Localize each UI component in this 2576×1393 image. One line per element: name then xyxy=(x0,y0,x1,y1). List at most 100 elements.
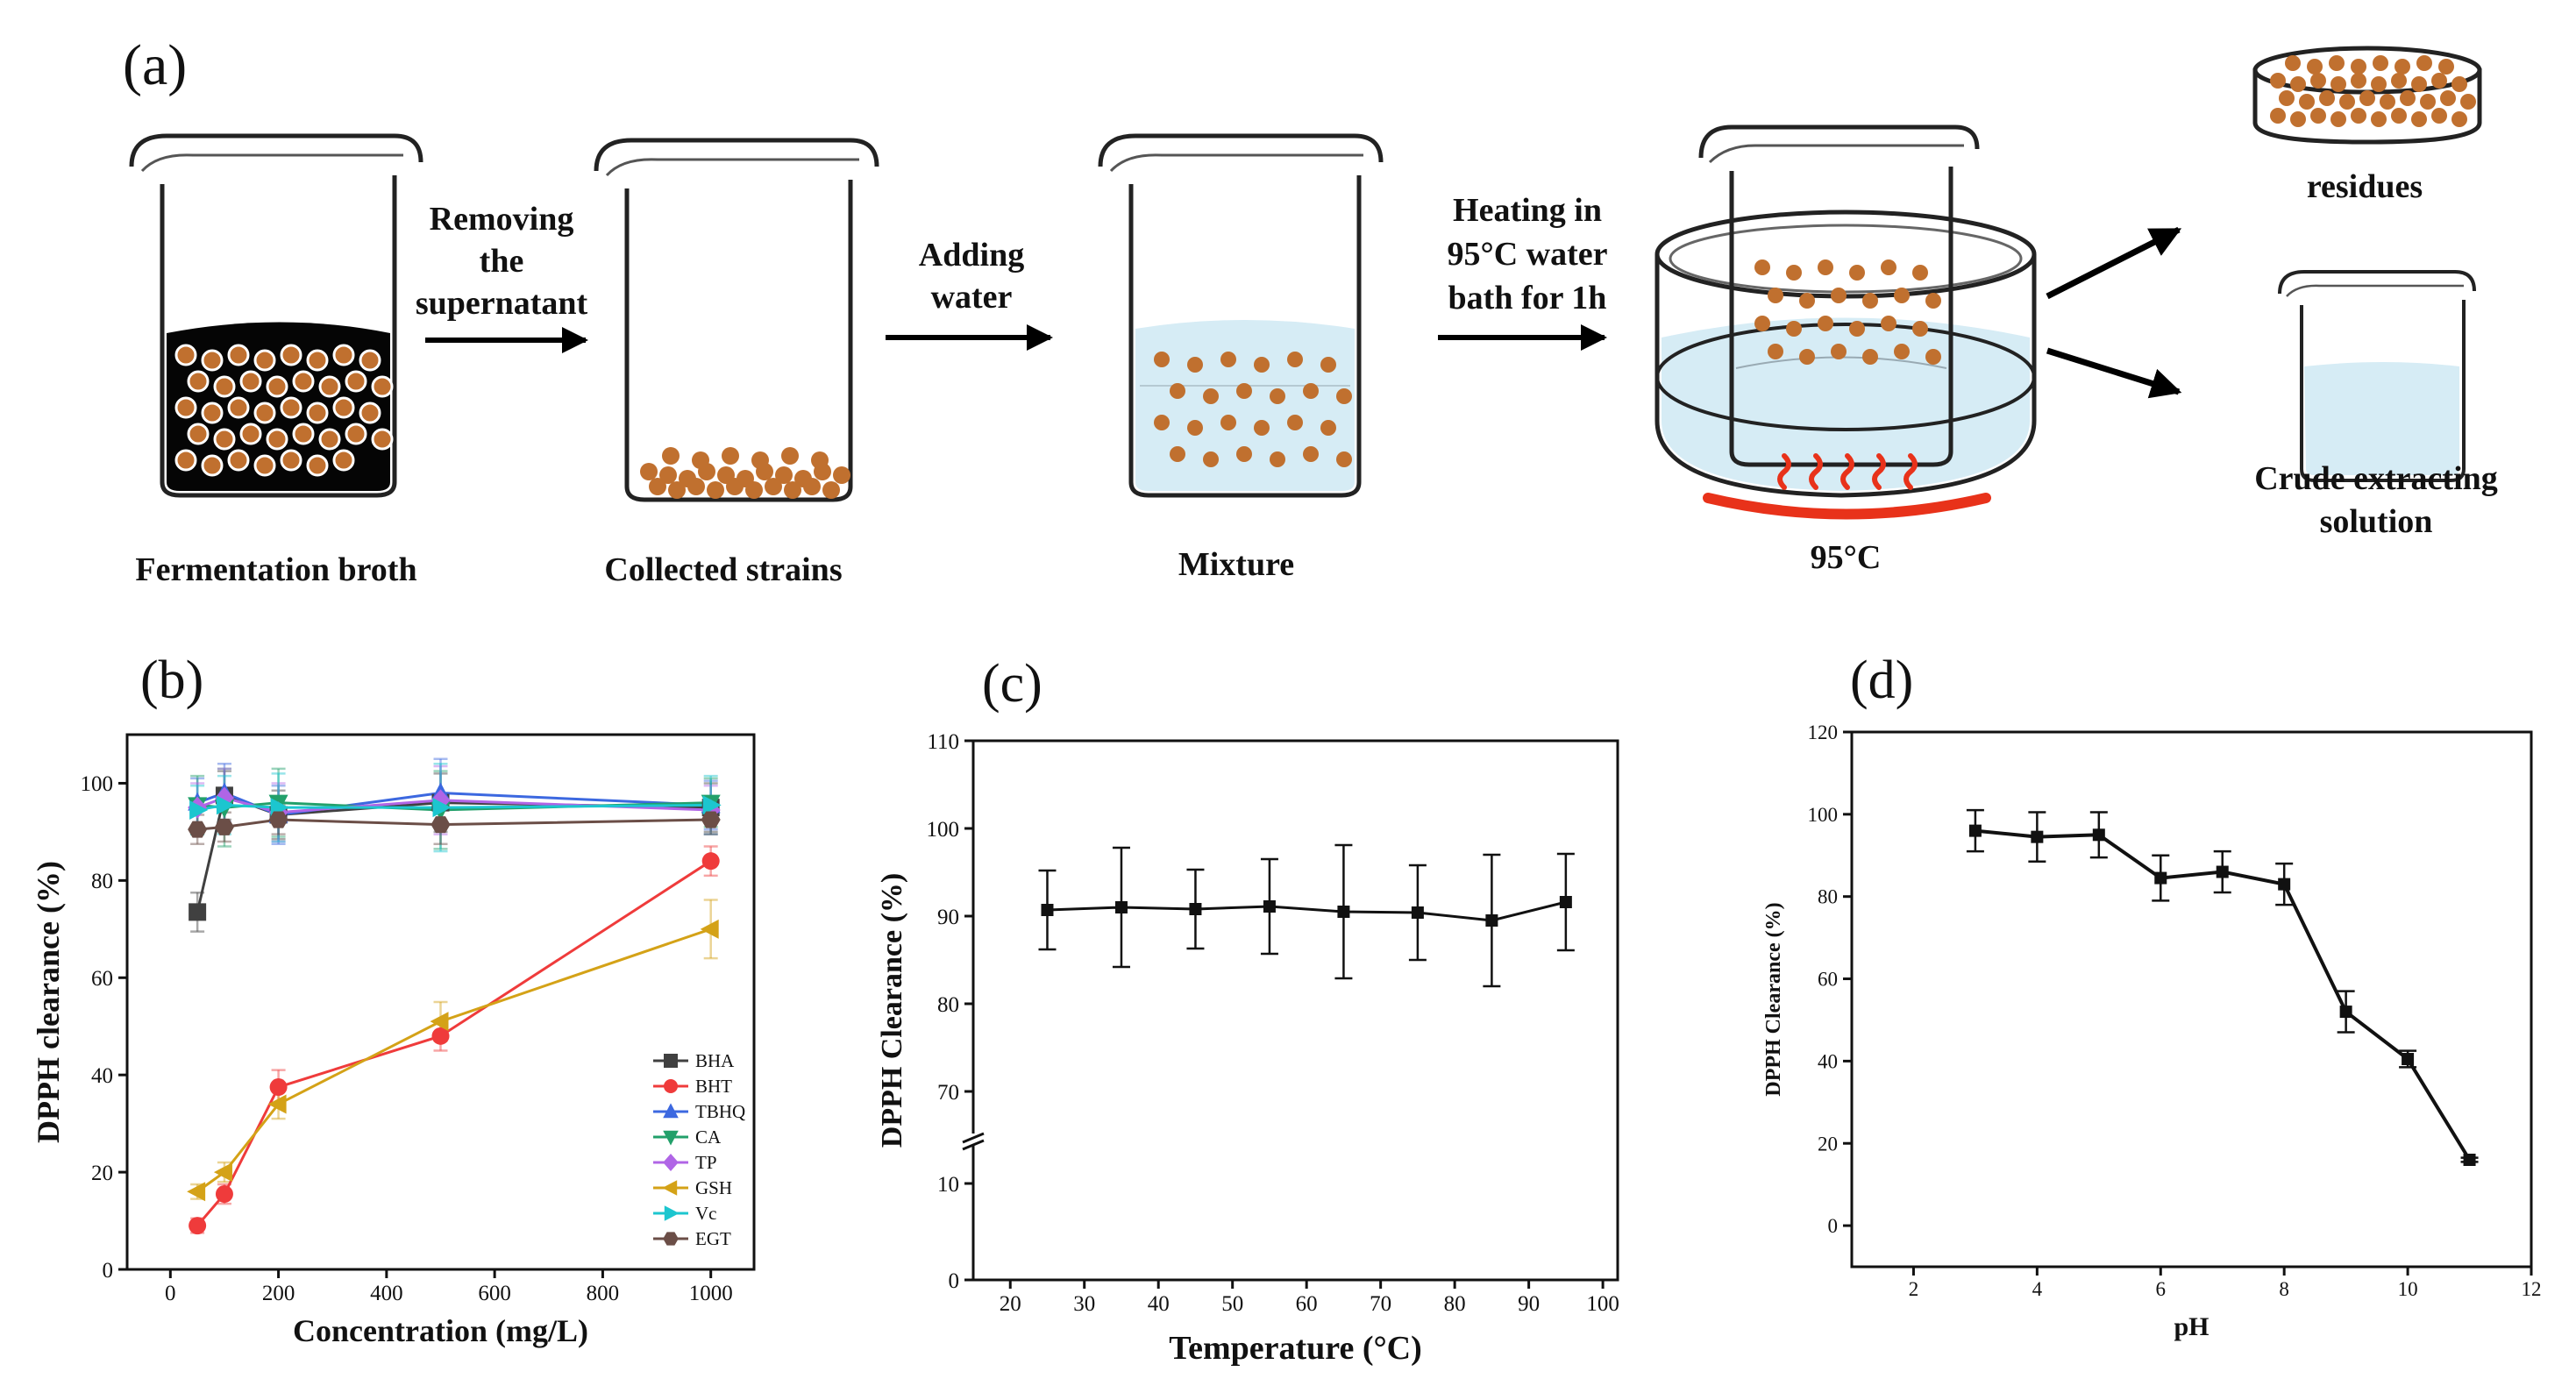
bead xyxy=(1154,352,1170,367)
bead xyxy=(227,396,250,419)
bead xyxy=(2270,108,2286,124)
data-point-dpph-clearance xyxy=(2278,878,2291,891)
x-tick-label: 30 xyxy=(1073,1292,1095,1316)
bead xyxy=(2290,76,2306,92)
water-bath xyxy=(1654,124,2037,520)
chart-c-axes-frame xyxy=(971,739,1619,1282)
water-liquid xyxy=(1135,320,1355,491)
y-tick-label: 0 xyxy=(949,1269,960,1293)
data-point-bht xyxy=(701,852,720,871)
chart-d-axes-frame xyxy=(1850,730,2533,1269)
x-tick-label: 4 xyxy=(2032,1278,2043,1300)
bead xyxy=(833,466,850,484)
broth-liquid xyxy=(167,322,390,491)
bead xyxy=(2290,111,2306,127)
bead xyxy=(1912,321,1928,337)
beaker-crude-extract xyxy=(2278,270,2476,482)
legend-marker xyxy=(664,1054,678,1068)
bead xyxy=(1336,388,1352,404)
bead xyxy=(2279,90,2295,106)
bead xyxy=(2299,94,2315,110)
data-point-gsh xyxy=(213,1162,232,1183)
y-tick-label: 110 xyxy=(927,730,959,754)
bead xyxy=(1170,383,1185,399)
data-point-bht xyxy=(431,1027,450,1045)
bead xyxy=(292,370,315,393)
bead xyxy=(692,451,709,469)
data-point-dpph-clearance xyxy=(2216,865,2229,878)
data-point-egt xyxy=(188,821,208,838)
cell-beads xyxy=(1754,259,1941,365)
bead xyxy=(2359,90,2375,106)
legend-label: BHA xyxy=(695,1050,735,1071)
bead xyxy=(1894,288,1910,303)
cell-beads xyxy=(2270,55,2476,127)
y-tick-label: 80 xyxy=(91,870,113,893)
bead xyxy=(292,423,315,445)
bead xyxy=(745,481,763,499)
bead xyxy=(1287,352,1303,367)
data-point-bht xyxy=(269,1078,288,1097)
bead xyxy=(332,449,355,472)
bead xyxy=(345,423,367,445)
bead xyxy=(1881,316,1896,331)
arrow-heating: Heating in 95°C water bath for 1h xyxy=(1438,192,1608,351)
bead xyxy=(306,349,329,372)
bead xyxy=(781,447,799,465)
label-crude-extract-line1: Crude extracting xyxy=(2254,460,2498,497)
legend-label: TBHQ xyxy=(695,1101,745,1122)
bead xyxy=(227,344,250,366)
bead xyxy=(1170,446,1185,462)
petri-dish-residues xyxy=(2252,46,2482,145)
data-point-vc xyxy=(702,795,722,815)
bead xyxy=(1236,446,1252,462)
bead xyxy=(722,447,739,465)
bead xyxy=(266,428,288,451)
bead xyxy=(1786,265,1802,281)
bead xyxy=(1925,349,1941,365)
chart-b-legend: BHA BHT TBHQ CA TP GSH Vc EGT xyxy=(653,1050,745,1249)
y-tick-label: 40 xyxy=(1818,1050,1838,1072)
chart-c-xlabel: Temperature (°C) xyxy=(1169,1330,1422,1367)
bead xyxy=(1320,420,1336,436)
x-tick-label: 20 xyxy=(1000,1292,1021,1316)
cell-beads xyxy=(1154,352,1352,467)
bead xyxy=(253,402,276,424)
panel-label-c: (c) xyxy=(982,654,1042,714)
bead xyxy=(371,428,394,451)
legend-label: BHT xyxy=(695,1076,732,1097)
bead xyxy=(2307,59,2323,75)
bead xyxy=(2330,76,2346,92)
bead xyxy=(2391,73,2407,89)
bead xyxy=(2438,59,2454,75)
data-point-gsh xyxy=(430,1012,449,1032)
y-tick-label: 100 xyxy=(1808,804,1839,826)
bead xyxy=(775,466,793,484)
bead xyxy=(2339,94,2355,110)
bead xyxy=(1881,259,1896,275)
bead xyxy=(2431,108,2447,124)
y-tick-label: 120 xyxy=(1808,721,1839,743)
bead xyxy=(359,349,381,372)
x-tick-label: 2 xyxy=(1909,1278,1919,1300)
legend-label: GSH xyxy=(695,1177,732,1198)
bead xyxy=(668,481,686,499)
x-tick-label: 800 xyxy=(587,1282,620,1305)
bead xyxy=(371,375,394,398)
bead xyxy=(1754,259,1770,275)
bead xyxy=(726,478,744,495)
bead xyxy=(318,375,341,398)
data-point-bht xyxy=(215,1185,233,1204)
x-tick-label: 600 xyxy=(478,1282,511,1305)
bead xyxy=(306,402,329,424)
bead xyxy=(174,396,197,419)
bead xyxy=(1818,259,1833,275)
bead xyxy=(1831,344,1847,359)
bead xyxy=(2351,59,2366,75)
bead xyxy=(1786,321,1802,337)
data-point-dpph-clearance xyxy=(1559,896,1572,908)
data-point-dpph-clearance xyxy=(2402,1053,2415,1066)
data-point-dpph-clearance xyxy=(1485,914,1498,927)
bead xyxy=(1818,316,1833,331)
